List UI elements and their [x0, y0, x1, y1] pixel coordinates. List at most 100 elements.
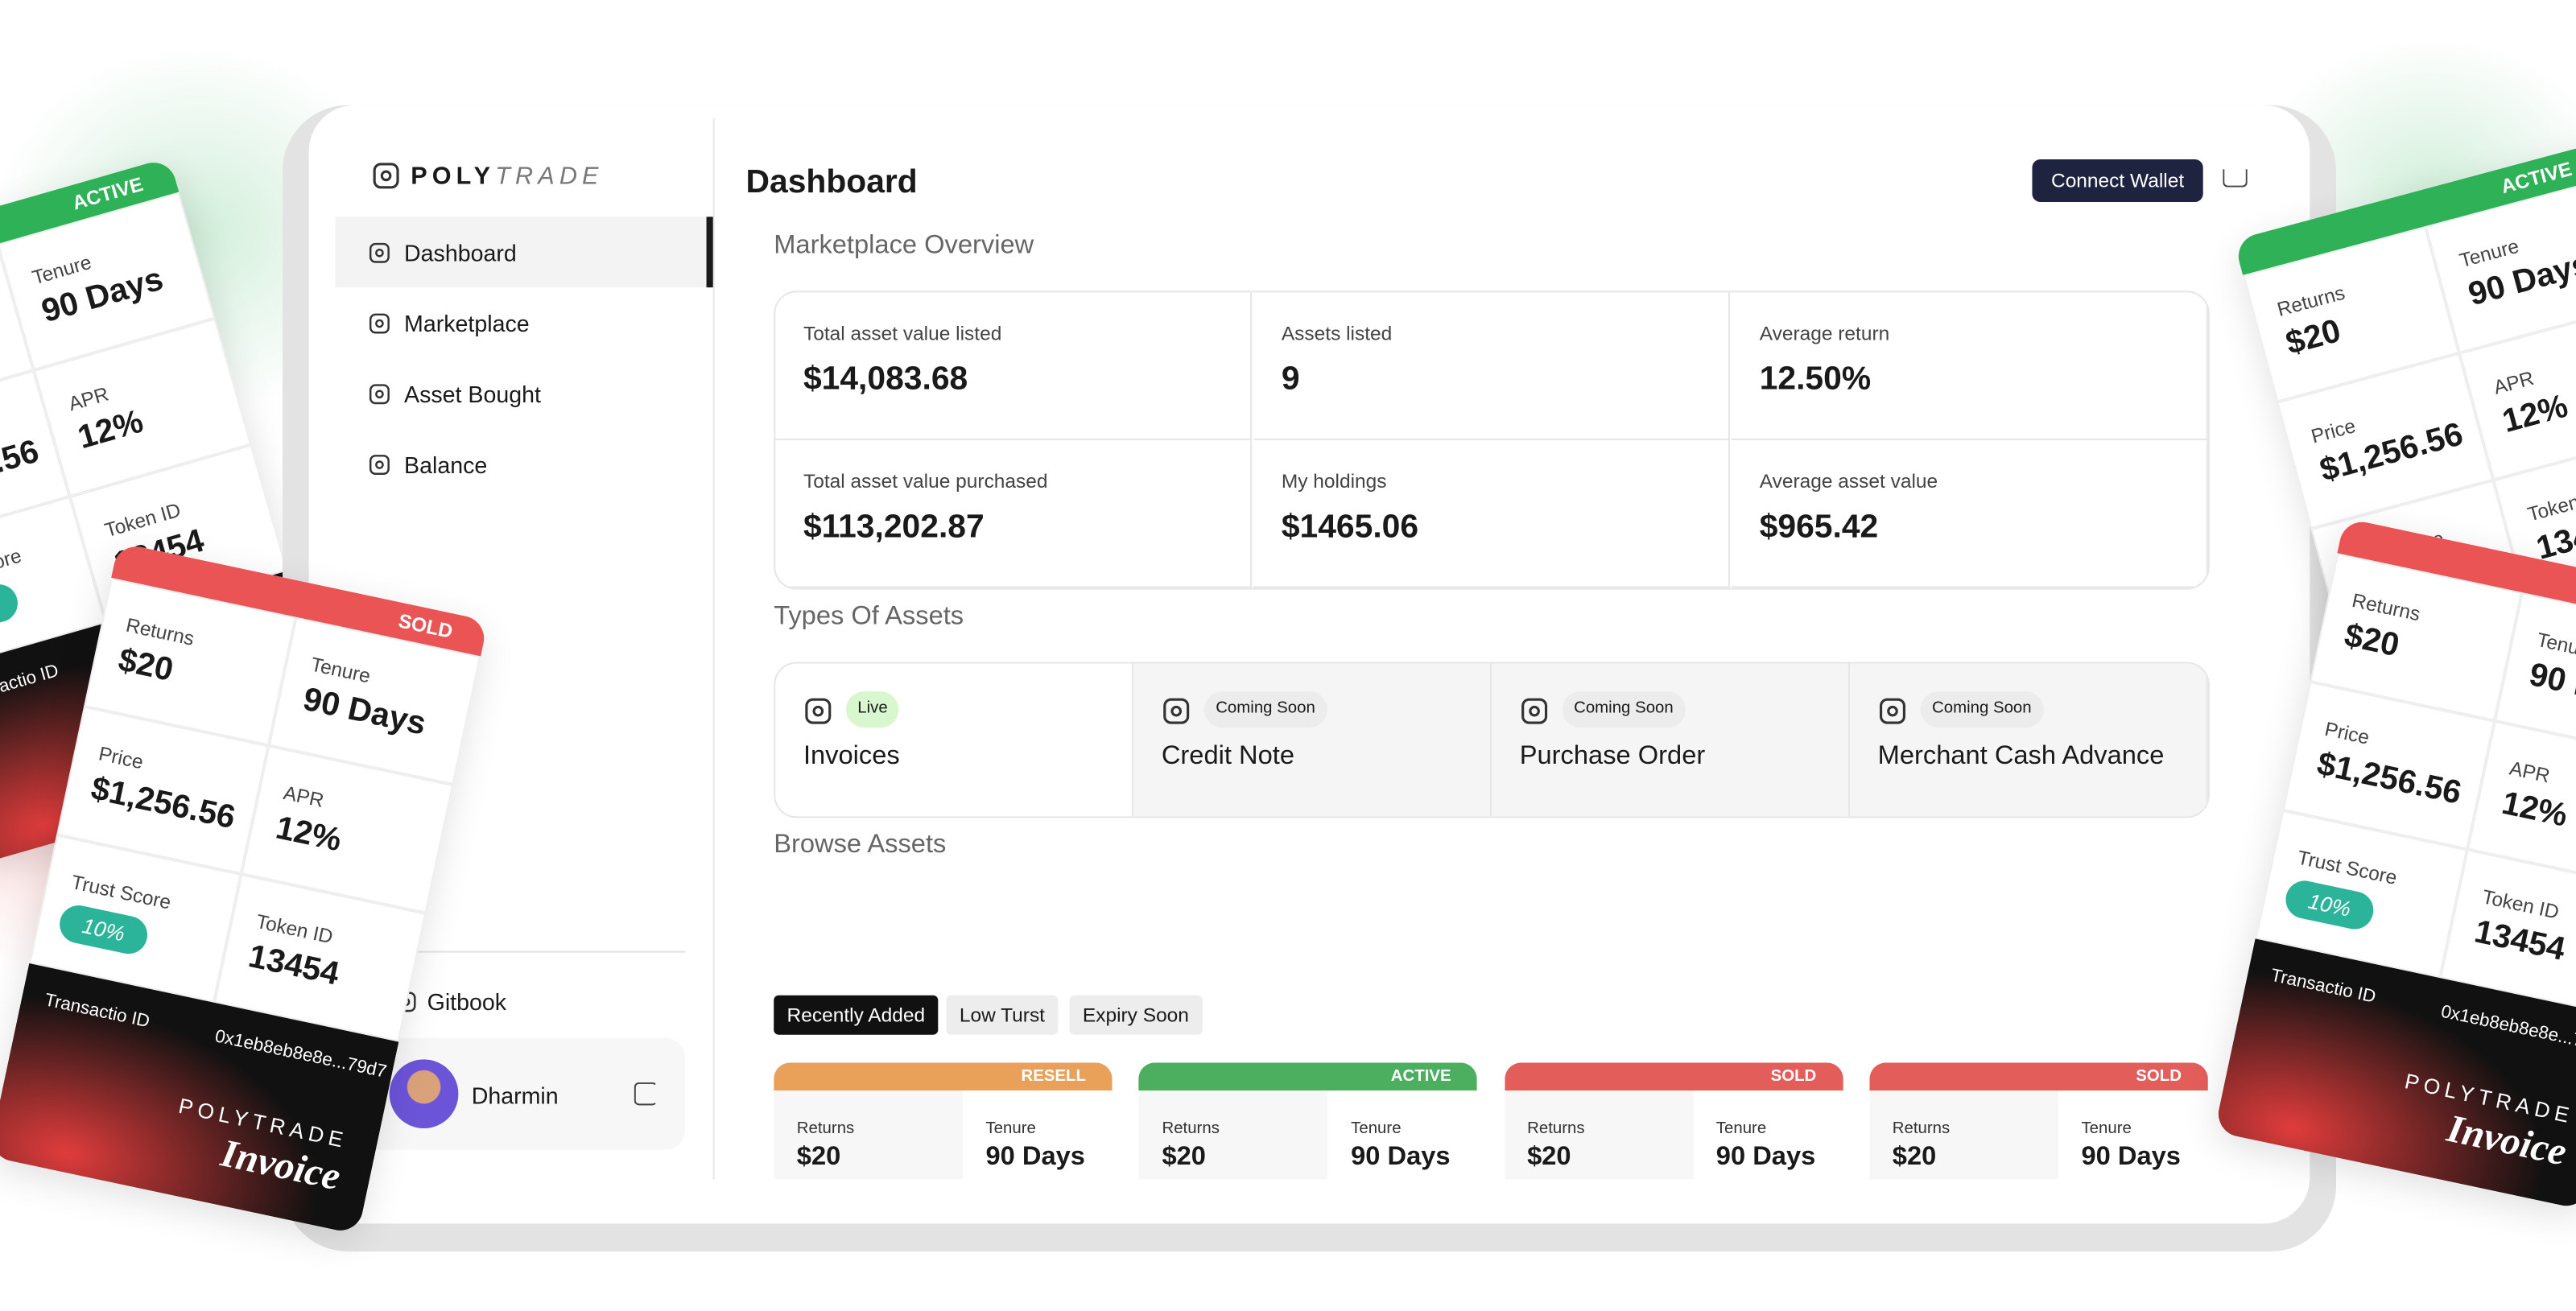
field-value: $20 [1892, 1143, 1937, 1172]
tx-value: 0x1eb8eb8e8e...79d7 [213, 1026, 389, 1082]
field-value: $20 [1162, 1143, 1206, 1172]
card-field: Tenure 90 Days [1693, 1090, 1843, 1180]
asset-type[interactable]: Coming Soon Purchase Order [1492, 663, 1850, 817]
card-status: RESELL [774, 1062, 1113, 1091]
card-field: Returns $20 [774, 1090, 963, 1180]
gitbook-label: Gitbook [427, 988, 507, 1016]
icon [1879, 698, 1906, 724]
sidebar: POLY TRADE Dashboard Marketplace Asset Bough… [309, 117, 715, 1180]
card-field: Tenure 90 Days [1327, 1090, 1478, 1180]
type-badge: Coming Soon [1203, 691, 1327, 728]
nav-item[interactable]: Dashboard [335, 216, 713, 288]
promo-field-value: 12% [2499, 388, 2572, 441]
filter[interactable]: Expiry Soon [1069, 995, 1203, 1035]
promo-field-value: 12% [272, 810, 345, 860]
promo-pill: 10% [0, 579, 23, 641]
stat: Average return 12.50% [1732, 292, 2208, 440]
stat-label: Average asset value [1759, 469, 1938, 493]
tx-label: Transactio ID [43, 990, 152, 1033]
user-name: Dharmin [471, 1082, 559, 1109]
type-name: Purchase Order [1519, 742, 1706, 771]
nav-item[interactable]: Balance [335, 429, 712, 500]
field-label: Tenure [985, 1119, 1036, 1139]
avatar [389, 1059, 459, 1129]
promo-field-value: $20 [2341, 617, 2403, 665]
card-field: Tenure 90 Days [2058, 1090, 2208, 1180]
icon [369, 383, 390, 404]
card-field: Tenure 90 Days [962, 1090, 1113, 1180]
tx-value: 0x1eb8eb8e8e...79d7 [2439, 1002, 2576, 1058]
promo-field-value: 90 Days [2525, 657, 2576, 719]
nav-item[interactable]: Marketplace [335, 287, 712, 358]
icon [373, 163, 399, 189]
type-name: Invoices [803, 742, 900, 771]
tx-label: Transactio ID [0, 661, 61, 710]
cart[interactable] [2223, 169, 2248, 188]
promo-field-label: APR [2491, 366, 2537, 399]
stat: Total asset value purchased $113,202.87 [775, 439, 1253, 588]
promo-field-label: Tenure [308, 653, 373, 688]
field-label: Returns [1162, 1119, 1220, 1139]
promo-field-value: 90 Days [299, 681, 429, 743]
icon [369, 241, 390, 262]
promo-field-label: Price [2308, 414, 2359, 448]
promo-pill: 10% [56, 901, 151, 958]
card-field: Returns $20 [1504, 1090, 1694, 1180]
type-name: Merchant Cash Advance [1877, 742, 2165, 771]
filter[interactable]: Recently Added [774, 995, 939, 1035]
stat-label: Total asset value listed [803, 321, 1002, 345]
stat: Assets listed 9 [1253, 292, 1730, 440]
filter[interactable]: Low Turst [946, 995, 1059, 1035]
icon [1163, 698, 1190, 724]
card-status: SOLD [1869, 1062, 2208, 1091]
asset-type[interactable]: Coming Soon Merchant Cash Advance [1849, 663, 2208, 817]
connect-wallet[interactable]: Connect Wallet [2032, 159, 2203, 203]
type-badge: Coming Soon [1920, 691, 2043, 728]
type-badge: Live [846, 691, 900, 728]
divider [402, 950, 686, 953]
stat-label: My holdings [1281, 469, 1387, 493]
section-title: Types Of Assets [774, 602, 964, 631]
card-status: SOLD [1504, 1062, 1843, 1091]
promo-pill: 10% [2282, 877, 2377, 933]
type-name: Credit Note [1161, 742, 1294, 771]
stat-value: $965.42 [1759, 509, 1879, 546]
card-field: Returns $20 [1869, 1090, 2058, 1180]
asset-type[interactable]: Coming Soon Credit Note [1133, 663, 1492, 817]
logo: POLY TRADE [371, 161, 603, 191]
promo-field-label: Price [2322, 717, 2372, 749]
stat: My holdings $1465.06 [1253, 439, 1730, 588]
promo-field-label: APR [65, 382, 112, 416]
promo-field-label: APR [2507, 757, 2553, 788]
stat-value: $1465.06 [1281, 509, 1419, 546]
promo-field-value: $20 [2282, 313, 2345, 363]
nav-label: Dashboard [404, 238, 517, 266]
asset-type[interactable]: Live Invoices [775, 663, 1134, 817]
promo-field-label: Price [97, 741, 146, 774]
promo-field-value: $1,256.56 [2314, 746, 2465, 812]
promo-field-value: 12% [74, 403, 147, 457]
logout[interactable] [634, 1082, 658, 1106]
field-value: $20 [1527, 1143, 1571, 1172]
nav-label: Balance [404, 451, 488, 477]
stat: Total asset value listed $14,083.68 [775, 292, 1253, 440]
promo-field-label: Token ID [2524, 484, 2576, 526]
main: Dashboard Connect Wallet Marketplace Overv… [715, 105, 2310, 1180]
card-field: Returns $20 [1138, 1090, 1328, 1180]
stat-value: 12.50% [1759, 361, 1872, 398]
field-label: Tenure [1351, 1119, 1402, 1139]
icon [369, 454, 390, 474]
nav-item[interactable]: Asset Bought [335, 358, 712, 429]
card-status: ACTIVE [1138, 1062, 1478, 1091]
tx-label: Transactio ID [2268, 966, 2378, 1008]
stat-label: Assets listed [1281, 321, 1393, 345]
gitbook-link[interactable]: Gitbook [394, 988, 507, 1016]
logo-strong: POLY [411, 162, 496, 190]
field-label: Tenure [1715, 1119, 1767, 1139]
field-label: Returns [796, 1119, 855, 1139]
